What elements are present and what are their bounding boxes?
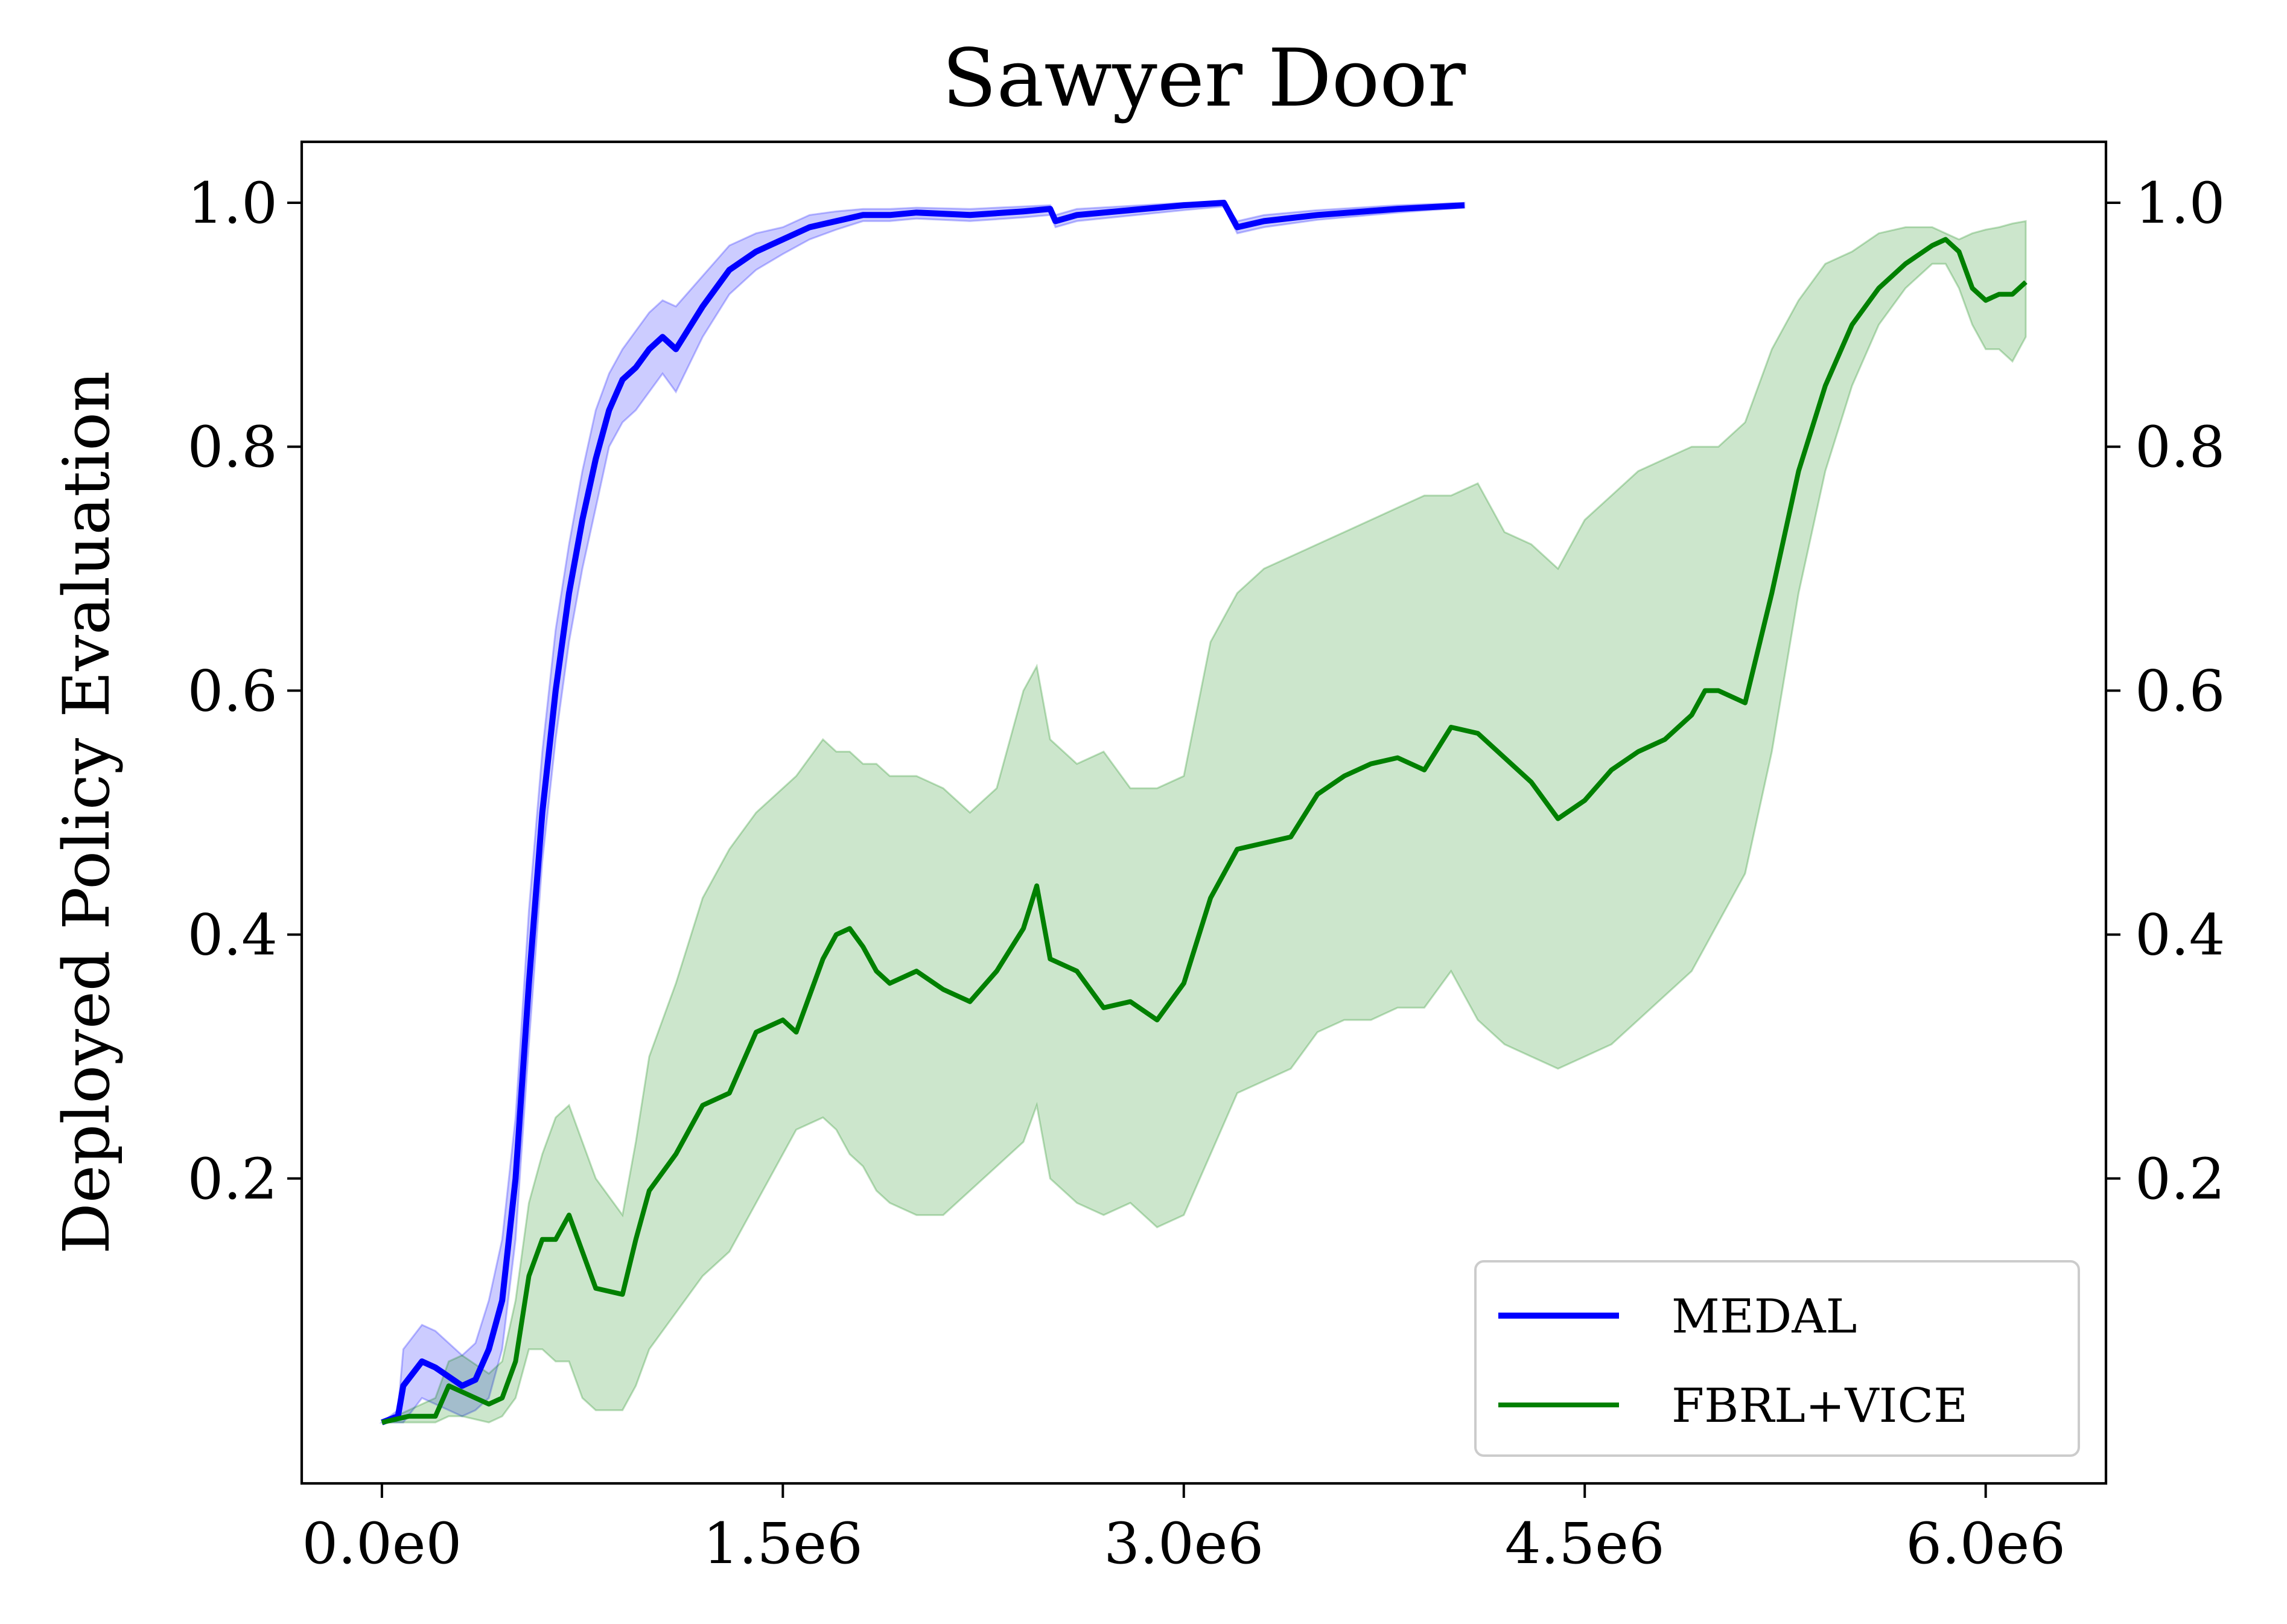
- confidence-bands: [379, 202, 2027, 1424]
- x-tick-label: 4.5e6: [1505, 1511, 1665, 1577]
- legend-label-0: MEDAL: [1672, 1290, 1857, 1344]
- series-lines: [381, 200, 2028, 1425]
- y-tick-label-left: 1.0: [188, 171, 278, 237]
- y-tick-label-right: 1.0: [2135, 171, 2225, 237]
- x-axis-ticks: 0.0e0 1.5e6 3.0e6 4.5e6 6.0e6: [302, 1483, 2066, 1577]
- y-axis-ticks-left: 0.2 0.4 0.6 0.8 1.0: [188, 171, 302, 1212]
- y-tick-label-right: 0.4: [2135, 903, 2225, 969]
- x-tick-label: 0.0e0: [302, 1511, 462, 1577]
- chart-title: Sawyer Door: [942, 32, 1466, 125]
- legend: MEDAL FBRL+VICE: [1474, 1260, 2080, 1457]
- series-line-0: [381, 200, 1465, 1425]
- y-tick-label-left: 0.6: [188, 658, 278, 724]
- y-axis-label: Deployed Policy Evaluation: [49, 371, 124, 1254]
- y-tick-label-left: 0.4: [188, 903, 278, 969]
- y-tick-label-right: 0.8: [2135, 415, 2225, 480]
- confidence-band-0: [379, 202, 1466, 1424]
- x-tick-label: 1.5e6: [703, 1511, 863, 1577]
- plot-area-frame: [300, 140, 2108, 1485]
- legend-label-1: FBRL+VICE: [1672, 1379, 1968, 1433]
- x-tick-label: 6.0e6: [1906, 1511, 2066, 1577]
- y-tick-label-right: 0.6: [2135, 658, 2225, 724]
- y-axis-ticks-right: 0.2 0.4 0.6 0.8 1.0: [2106, 171, 2225, 1212]
- series-line-1: [381, 237, 2028, 1425]
- x-tick-label: 3.0e6: [1104, 1511, 1264, 1577]
- y-tick-label-right: 0.2: [2135, 1147, 2225, 1212]
- legend-box: [1474, 1260, 2080, 1457]
- y-tick-label-left: 0.2: [188, 1147, 278, 1212]
- y-tick-label-left: 0.8: [188, 415, 278, 480]
- confidence-band-1: [381, 220, 2027, 1424]
